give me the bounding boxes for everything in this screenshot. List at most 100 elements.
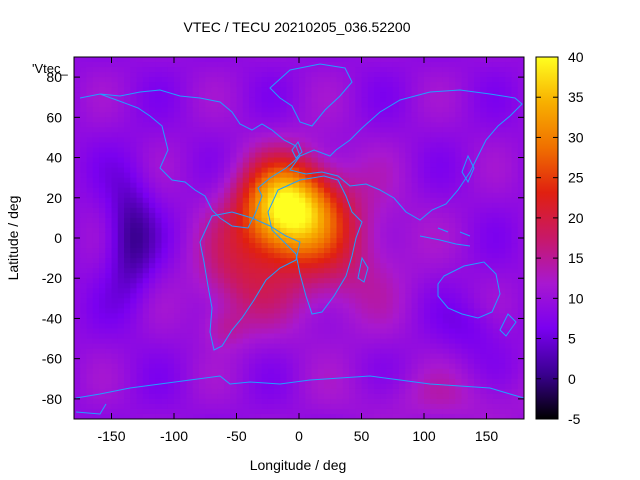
heatmap-cell bbox=[386, 283, 394, 289]
heatmap-cell bbox=[480, 393, 488, 400]
heatmap-cell bbox=[499, 147, 506, 154]
heatmap-cell bbox=[417, 238, 425, 244]
heatmap-cell bbox=[299, 177, 306, 184]
heatmap-cell bbox=[355, 333, 363, 340]
heatmap-cell bbox=[355, 202, 363, 209]
heatmap-cell bbox=[374, 378, 381, 385]
heatmap-cell bbox=[117, 137, 125, 144]
heatmap-cell bbox=[74, 333, 81, 340]
heatmap-cell bbox=[174, 303, 181, 309]
heatmap-cell bbox=[255, 222, 263, 229]
heatmap-cell bbox=[142, 217, 150, 224]
heatmap-cell bbox=[430, 388, 438, 395]
heatmap-cell bbox=[517, 72, 524, 78]
heatmap-cell bbox=[86, 87, 94, 93]
heatmap-cell bbox=[142, 323, 150, 330]
heatmap-cell bbox=[111, 207, 119, 214]
heatmap-cell bbox=[192, 253, 200, 259]
heatmap-cell bbox=[267, 67, 275, 73]
heatmap-cell bbox=[80, 278, 88, 284]
heatmap-cell bbox=[449, 273, 456, 279]
heatmap-cell bbox=[161, 77, 169, 83]
heatmap-cell bbox=[217, 398, 225, 405]
heatmap-cell bbox=[342, 293, 350, 299]
heatmap-cell bbox=[99, 243, 106, 249]
heatmap-cell bbox=[330, 152, 338, 159]
heatmap-cell bbox=[349, 92, 356, 98]
heatmap-cell bbox=[192, 182, 200, 189]
heatmap-cell bbox=[299, 97, 306, 103]
heatmap-cell bbox=[205, 293, 213, 299]
heatmap-cell bbox=[86, 197, 94, 204]
heatmap-cell bbox=[492, 152, 500, 159]
heatmap-cell bbox=[155, 343, 163, 350]
heatmap-cell bbox=[505, 248, 513, 254]
heatmap-cell bbox=[211, 162, 219, 169]
heatmap-cell bbox=[374, 107, 381, 113]
heatmap-cell bbox=[492, 388, 500, 395]
heatmap-cell bbox=[517, 77, 524, 83]
heatmap-cell bbox=[299, 368, 306, 375]
heatmap-cell bbox=[424, 122, 431, 128]
heatmap-cell bbox=[92, 162, 100, 169]
heatmap-cell bbox=[274, 383, 281, 390]
heatmap-cell bbox=[461, 82, 469, 88]
heatmap-cell bbox=[449, 363, 456, 370]
heatmap-cell bbox=[174, 293, 181, 299]
heatmap-cell bbox=[205, 403, 213, 410]
heatmap-cell bbox=[205, 358, 213, 365]
heatmap-cell bbox=[355, 338, 363, 345]
heatmap-cell bbox=[467, 273, 475, 279]
heatmap-cell bbox=[399, 87, 406, 93]
heatmap-cell bbox=[499, 177, 506, 184]
heatmap-cell bbox=[411, 293, 419, 299]
heatmap-cell bbox=[299, 77, 306, 83]
heatmap-cell bbox=[280, 353, 288, 360]
heatmap-cell bbox=[392, 268, 400, 274]
heatmap-cell bbox=[161, 82, 169, 88]
heatmap-cell bbox=[486, 258, 494, 264]
heatmap-cell bbox=[455, 248, 463, 254]
heatmap-cell bbox=[224, 298, 231, 304]
heatmap-cell bbox=[380, 378, 388, 385]
heatmap-cell bbox=[80, 212, 88, 219]
heatmap-cell bbox=[449, 293, 456, 299]
heatmap-cell bbox=[274, 333, 281, 340]
heatmap-cell bbox=[505, 263, 513, 269]
heatmap-cell bbox=[474, 172, 481, 179]
heatmap-cell bbox=[411, 122, 419, 128]
heatmap-cell bbox=[430, 197, 438, 204]
heatmap-cell bbox=[242, 102, 250, 108]
heatmap-cell bbox=[386, 398, 394, 405]
heatmap-cell bbox=[455, 333, 463, 340]
heatmap-cell bbox=[267, 182, 275, 189]
heatmap-cell bbox=[442, 167, 450, 174]
heatmap-cell bbox=[261, 353, 269, 360]
heatmap-cell bbox=[117, 57, 125, 63]
heatmap-cell bbox=[211, 368, 219, 375]
heatmap-cell bbox=[317, 388, 325, 395]
heatmap-cell bbox=[455, 112, 463, 118]
heatmap-cell bbox=[324, 348, 331, 355]
heatmap-cell bbox=[255, 293, 263, 299]
heatmap-cell bbox=[224, 172, 231, 179]
heatmap-cell bbox=[286, 393, 294, 400]
heatmap-cell bbox=[517, 328, 524, 335]
heatmap-cell bbox=[324, 388, 331, 395]
heatmap-cell bbox=[492, 162, 500, 169]
heatmap-cell bbox=[267, 368, 275, 375]
heatmap-cell bbox=[442, 72, 450, 78]
heatmap-cell bbox=[274, 207, 281, 214]
heatmap-cell bbox=[105, 238, 113, 244]
heatmap-cell bbox=[124, 308, 131, 315]
heatmap-cell bbox=[99, 278, 106, 284]
heatmap-cell bbox=[292, 258, 300, 264]
heatmap-cell bbox=[124, 162, 131, 169]
heatmap-cell bbox=[236, 313, 244, 320]
heatmap-cell bbox=[355, 288, 363, 294]
heatmap-cell bbox=[86, 157, 94, 164]
heatmap-cell bbox=[124, 72, 131, 78]
heatmap-cell bbox=[517, 288, 524, 294]
heatmap-cell bbox=[186, 358, 194, 365]
heatmap-cell bbox=[517, 268, 524, 274]
